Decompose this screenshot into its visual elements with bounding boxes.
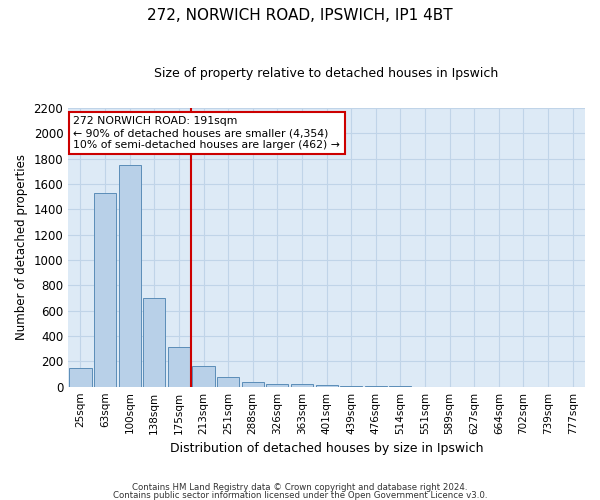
Text: 272 NORWICH ROAD: 191sqm
← 90% of detached houses are smaller (4,354)
10% of sem: 272 NORWICH ROAD: 191sqm ← 90% of detach… xyxy=(73,116,340,150)
Bar xyxy=(193,366,215,386)
Text: Contains HM Land Registry data © Crown copyright and database right 2024.: Contains HM Land Registry data © Crown c… xyxy=(132,484,468,492)
Bar xyxy=(143,298,166,386)
Bar xyxy=(242,382,264,386)
Bar xyxy=(217,376,239,386)
Y-axis label: Number of detached properties: Number of detached properties xyxy=(15,154,28,340)
Bar xyxy=(266,384,289,386)
Bar xyxy=(291,384,313,386)
X-axis label: Distribution of detached houses by size in Ipswich: Distribution of detached houses by size … xyxy=(170,442,484,455)
Text: Contains public sector information licensed under the Open Government Licence v3: Contains public sector information licen… xyxy=(113,490,487,500)
Text: 272, NORWICH ROAD, IPSWICH, IP1 4BT: 272, NORWICH ROAD, IPSWICH, IP1 4BT xyxy=(147,8,453,22)
Bar xyxy=(168,348,190,387)
Bar xyxy=(119,165,141,386)
Bar xyxy=(94,193,116,386)
Bar xyxy=(70,368,92,386)
Title: Size of property relative to detached houses in Ipswich: Size of property relative to detached ho… xyxy=(154,68,499,80)
